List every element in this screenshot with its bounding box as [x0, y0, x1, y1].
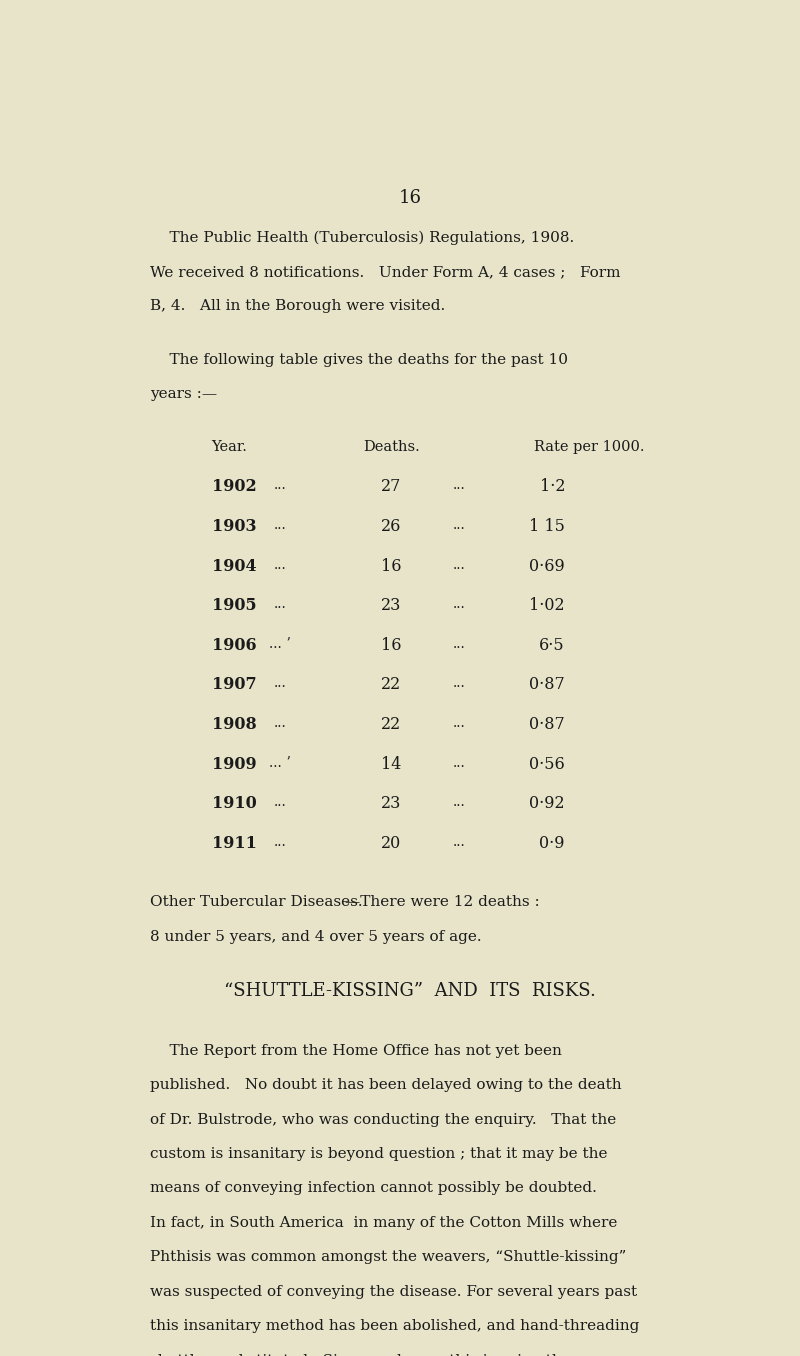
Text: 1906: 1906	[211, 637, 256, 654]
Text: ...: ...	[274, 518, 286, 532]
Text: ...: ...	[274, 557, 286, 572]
Text: The Public Health (Tuberculosis) Regulations, 1908.: The Public Health (Tuberculosis) Regulat…	[150, 231, 574, 245]
Text: 16: 16	[381, 557, 402, 575]
Text: 16: 16	[381, 637, 402, 654]
Text: ...: ...	[274, 677, 286, 690]
Text: In fact, in South America  in many of the Cotton Mills where: In fact, in South America in many of the…	[150, 1216, 617, 1230]
Text: 1908: 1908	[211, 716, 256, 734]
Text: 22: 22	[382, 716, 402, 734]
Text: The following table gives the deaths for the past 10: The following table gives the deaths for…	[150, 353, 568, 366]
Text: 1903: 1903	[211, 518, 256, 536]
Text: ...: ...	[454, 755, 466, 770]
Text: Rate per 1000.: Rate per 1000.	[534, 441, 645, 454]
Text: 0·9: 0·9	[539, 835, 565, 852]
Text: We received 8 notifications.   Under Form A, 4 cases ;   Form: We received 8 notifications. Under Form …	[150, 264, 620, 279]
Text: 22: 22	[382, 677, 402, 693]
Text: ...: ...	[454, 796, 466, 810]
Text: ...: ...	[454, 677, 466, 690]
Text: ...: ...	[274, 796, 286, 810]
Text: 0·87: 0·87	[530, 677, 565, 693]
Text: 1905: 1905	[211, 597, 256, 614]
Text: —There were 12 deaths :: —There were 12 deaths :	[345, 895, 540, 910]
Text: ...: ...	[454, 518, 466, 532]
Text: published.   No doubt it has been delayed owing to the death: published. No doubt it has been delayed …	[150, 1078, 622, 1092]
Text: of Dr. Bulstrode, who was conducting the enquiry.   That the: of Dr. Bulstrode, who was conducting the…	[150, 1112, 616, 1127]
Text: shuttles  substituted.  Since we began this inquiry, the: shuttles substituted. Since we began thi…	[150, 1353, 570, 1356]
Text: 6·5: 6·5	[539, 637, 565, 654]
Text: 8 under 5 years, and 4 over 5 years of age.: 8 under 5 years, and 4 over 5 years of a…	[150, 930, 482, 944]
Text: ...: ...	[454, 637, 466, 651]
Text: ...: ...	[274, 716, 286, 730]
Text: 26: 26	[382, 518, 402, 536]
Text: custom is insanitary is beyond question ; that it may be the: custom is insanitary is beyond question …	[150, 1147, 607, 1161]
Text: 14: 14	[382, 755, 402, 773]
Text: ...: ...	[454, 835, 466, 849]
Text: means of conveying infection cannot possibly be doubted.: means of conveying infection cannot poss…	[150, 1181, 597, 1196]
Text: 23: 23	[382, 796, 402, 812]
Text: Year.: Year.	[211, 441, 247, 454]
Text: ... ʼ: ... ʼ	[269, 755, 290, 770]
Text: B, 4.   All in the Borough were visited.: B, 4. All in the Borough were visited.	[150, 300, 445, 313]
Text: ...: ...	[274, 835, 286, 849]
Text: 23: 23	[382, 597, 402, 614]
Text: this insanitary method has been abolished, and hand-threading: this insanitary method has been abolishe…	[150, 1319, 639, 1333]
Text: Deaths.: Deaths.	[363, 441, 420, 454]
Text: 20: 20	[382, 835, 402, 852]
Text: Phthisis was common amongst the weavers, “Shuttle-kissing”: Phthisis was common amongst the weavers,…	[150, 1250, 626, 1264]
Text: 1910: 1910	[211, 796, 256, 812]
Text: 0·69: 0·69	[530, 557, 565, 575]
Text: ...: ...	[454, 479, 466, 492]
Text: ...: ...	[274, 597, 286, 612]
Text: 16: 16	[398, 188, 422, 207]
Text: 1907: 1907	[211, 677, 256, 693]
Text: 1904: 1904	[211, 557, 256, 575]
Text: 1909: 1909	[211, 755, 256, 773]
Text: 1·02: 1·02	[530, 597, 565, 614]
Text: years :—: years :—	[150, 388, 217, 401]
Text: 0·92: 0·92	[530, 796, 565, 812]
Text: The Report from the Home Office has not yet been: The Report from the Home Office has not …	[150, 1044, 562, 1058]
Text: ...: ...	[274, 479, 286, 492]
Text: ...: ...	[454, 597, 466, 612]
Text: 1902: 1902	[211, 479, 256, 495]
Text: ... ʼ: ... ʼ	[269, 637, 290, 651]
Text: 27: 27	[382, 479, 402, 495]
Text: 0·87: 0·87	[530, 716, 565, 734]
Text: 1911: 1911	[211, 835, 257, 852]
Text: ...: ...	[454, 557, 466, 572]
Text: Other Tubercular Diseases.: Other Tubercular Diseases.	[150, 895, 362, 910]
Text: 0·56: 0·56	[530, 755, 565, 773]
Text: “SHUTTLE-KISSING”  AND  ITS  RISKS.: “SHUTTLE-KISSING” AND ITS RISKS.	[224, 982, 596, 999]
Text: 1 15: 1 15	[529, 518, 565, 536]
Text: 1·2: 1·2	[539, 479, 565, 495]
Text: ...: ...	[454, 716, 466, 730]
Text: was suspected of conveying the disease. For several years past: was suspected of conveying the disease. …	[150, 1285, 637, 1299]
